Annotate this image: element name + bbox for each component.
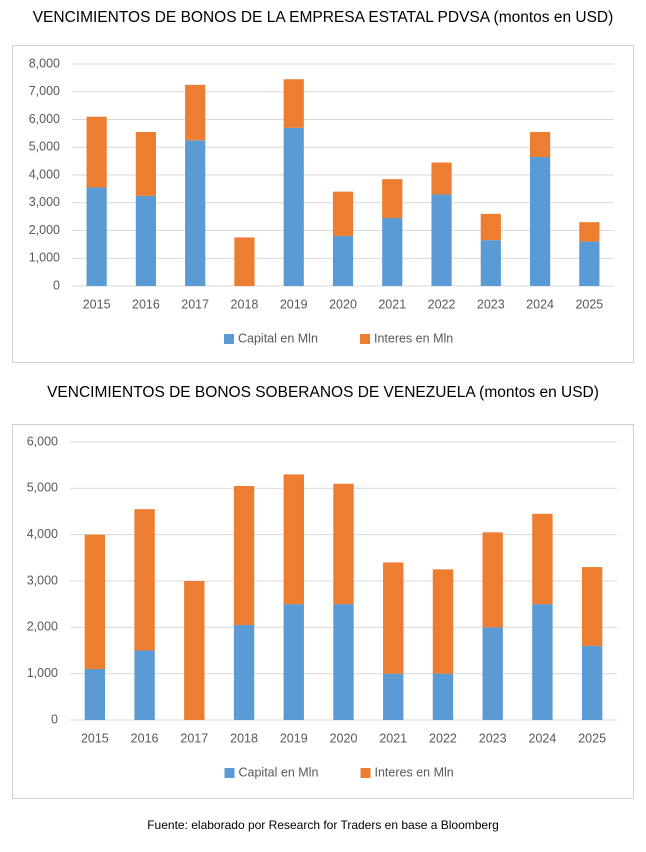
bar-segment [135, 195, 157, 286]
legend-swatch [224, 334, 234, 344]
y-tick-label: 2,000 [29, 223, 60, 237]
x-tick-label: 2015 [83, 297, 111, 311]
bar-segment [84, 534, 106, 670]
bar-segment [283, 127, 304, 286]
x-tick-label: 2022 [429, 731, 457, 745]
y-tick-label: 3,000 [27, 573, 58, 587]
x-tick-label: 2016 [132, 297, 160, 311]
bar-segment [432, 673, 454, 720]
bar-segment [529, 156, 551, 286]
chart-title: VENCIMIENTOS DE BONOS DE LA EMPRESA ESTA… [33, 9, 614, 26]
bar-segment [184, 581, 205, 720]
y-tick-label: 6,000 [27, 434, 58, 448]
bar-segment [383, 673, 404, 720]
legend-swatch [360, 768, 371, 778]
y-tick-label: 7,000 [29, 84, 60, 98]
x-tick-label: 2020 [330, 731, 358, 745]
x-tick-label: 2024 [526, 297, 554, 311]
bar-segment [332, 191, 354, 237]
y-tick-label: 1,000 [29, 251, 60, 265]
bar-segment [134, 650, 155, 720]
bar-segment [185, 84, 206, 141]
bar-segment [581, 645, 603, 720]
y-tick-label: 3,000 [29, 195, 60, 209]
source-note: Fuente: elaborado por Research for Trade… [147, 818, 499, 832]
bar-segment [333, 604, 354, 720]
bar-segment [283, 604, 304, 720]
y-tick-label: 2,000 [27, 620, 58, 634]
x-tick-label: 2021 [379, 731, 407, 745]
x-tick-label: 2022 [428, 297, 456, 311]
bar-segment [283, 79, 304, 128]
chart-title: VENCIMIENTOS DE BONOS SOBERANOS DE VENEZ… [47, 384, 599, 401]
chart-frame [12, 424, 634, 799]
bar-segment [283, 474, 304, 605]
legend-label: Interes en Mln [374, 331, 453, 345]
bar-segment [382, 218, 403, 286]
x-tick-label: 2020 [329, 297, 357, 311]
y-tick-label: 5,000 [27, 481, 58, 495]
bar-segment [234, 237, 255, 286]
x-tick-label: 2019 [280, 297, 308, 311]
bar-segment [480, 213, 501, 241]
bar-segment [135, 131, 157, 196]
bar-segment [431, 194, 452, 286]
legend-swatch [360, 334, 370, 344]
x-tick-label: 2021 [378, 297, 406, 311]
x-tick-label: 2024 [529, 731, 557, 745]
bar-segment [382, 179, 403, 219]
legend-swatch [224, 768, 235, 778]
bar-segment [185, 140, 206, 286]
bar-segment [532, 604, 553, 720]
bar-segment [332, 236, 354, 286]
bar-segment [579, 241, 600, 286]
x-tick-label: 2019 [280, 731, 308, 745]
bar-segment [383, 562, 404, 674]
bar-segment [333, 483, 354, 605]
bar-segment [134, 509, 155, 651]
x-tick-label: 2017 [180, 731, 208, 745]
x-tick-label: 2016 [131, 731, 159, 745]
y-tick-label: 5,000 [29, 140, 60, 154]
bar-segment [233, 625, 255, 720]
x-tick-label: 2025 [575, 297, 603, 311]
x-tick-label: 2025 [578, 731, 606, 745]
legend-label: Capital en Mln [239, 765, 319, 779]
bar-segment [529, 131, 551, 157]
x-tick-label: 2018 [231, 297, 259, 311]
bar-segment [86, 116, 107, 188]
bar-segment [482, 627, 503, 720]
y-tick-label: 8,000 [29, 56, 60, 70]
bar-segment [581, 567, 603, 646]
bar-segment [482, 532, 503, 628]
y-tick-label: 0 [53, 278, 60, 292]
bar-segment [431, 162, 452, 195]
y-tick-label: 4,000 [27, 527, 58, 541]
x-tick-label: 2018 [230, 731, 258, 745]
legend-label: Interes en Mln [375, 765, 454, 779]
x-tick-label: 2015 [81, 731, 109, 745]
bar-segment [579, 222, 600, 242]
y-tick-label: 6,000 [29, 112, 60, 126]
legend-label: Capital en Mln [238, 331, 318, 345]
y-tick-label: 4,000 [29, 167, 60, 181]
bar-segment [84, 669, 106, 720]
x-tick-label: 2023 [479, 731, 507, 745]
bar-segment [233, 486, 255, 626]
bar-segment [86, 187, 107, 286]
x-tick-label: 2023 [477, 297, 505, 311]
bar-segment [432, 569, 454, 674]
y-tick-label: 0 [51, 712, 58, 726]
y-tick-label: 1,000 [27, 666, 58, 680]
bar-segment [532, 513, 553, 605]
x-tick-label: 2017 [181, 297, 209, 311]
bar-segment [480, 240, 501, 286]
